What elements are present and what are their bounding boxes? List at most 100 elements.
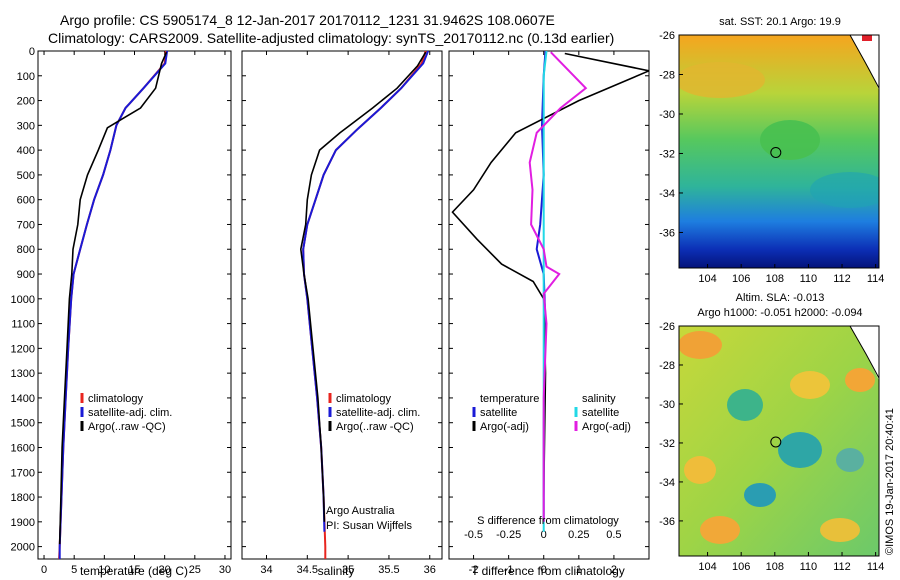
sla-map-frame	[678, 325, 880, 557]
depth-tick-label: 600	[17, 195, 35, 207]
salinity-series	[299, 51, 430, 559]
lon-tick-label: 110	[800, 561, 818, 573]
legend-label: satellite	[582, 407, 619, 419]
temperature-legend: climatology satellite-adj. clim. Argo(..ra…	[80, 393, 172, 433]
x-tick-label: 35.5	[378, 564, 399, 576]
legend-label: Argo(..raw -QC)	[88, 421, 166, 433]
salinity-panel-frame	[241, 50, 443, 560]
x-tick-label: 0	[41, 564, 47, 576]
sla-high-3	[845, 368, 875, 392]
temperature-panel-frame	[37, 50, 232, 560]
depth-tick-label: 1300	[11, 368, 35, 380]
lon-tick-label: 108	[766, 561, 784, 573]
imos-timestamp: ©IMOS 19-Jan-2017 20:40:41	[884, 408, 896, 555]
series-line	[58, 51, 168, 545]
x-tick-label: 30	[219, 564, 231, 576]
depth-tick-label: 500	[17, 170, 35, 182]
salinity-panel: 34 34.5 35 35.5 36 climatology satellite-adj.…	[241, 50, 443, 578]
x-tick-label: -1	[504, 564, 514, 576]
depth-tick-label: 900	[17, 269, 35, 281]
s-difference-ticks: -0.5 -0.25 0 0.25 0.5	[464, 529, 621, 541]
lon-tick-label: 114	[867, 273, 885, 285]
depth-tick-label: 1600	[11, 442, 35, 454]
sla-low-4	[836, 448, 864, 472]
sst-land	[850, 35, 879, 90]
s-diff-tick-label: 0.5	[606, 529, 621, 541]
difference-legend: temperature satellite Argo(-adj) salinity sa…	[472, 393, 631, 433]
s-difference-label: S difference from climatology	[477, 515, 619, 527]
s-diff-tick-label: -0.25	[496, 529, 521, 541]
sla-map: Altim. SLA: -0.013 Argo h1000: -0.051 h2…	[659, 292, 884, 573]
x-tick-label: 34.5	[297, 564, 318, 576]
t-difference-xlabel: T difference from climatology	[471, 564, 625, 578]
series-line	[58, 51, 167, 559]
lon-tick-label: 114	[867, 561, 885, 573]
x-tick-label: 2	[611, 564, 617, 576]
sst-lon-ticks: 104 106 108 110 112 114	[698, 264, 884, 285]
annotation-line2: PI: Susan Wijffels	[326, 520, 412, 532]
x-tick-label: 25	[189, 564, 201, 576]
lat-tick-label: -36	[659, 227, 675, 239]
lat-tick-label: -26	[659, 30, 675, 42]
legend-label: satellite	[480, 407, 517, 419]
difference-panel-frame	[448, 50, 650, 560]
x-tick-label: 34	[260, 564, 272, 576]
depth-axis-ticks: 0 100 200 300 400 500 600 700 800 900 1000 1100 1200…	[11, 46, 231, 554]
depth-tick-label: 100	[17, 71, 35, 83]
difference-series	[451, 51, 649, 532]
legend-group-title: salinity	[582, 393, 616, 405]
x-tick-label: 5	[71, 564, 77, 576]
series-line	[528, 51, 588, 522]
legend-label: Argo(-adj)	[480, 421, 529, 433]
temperature-xlabel: temperature (deg C)	[80, 564, 188, 578]
depth-tick-label: 1500	[11, 418, 35, 430]
series-line	[58, 51, 169, 559]
sst-hot-pixel	[862, 35, 872, 41]
sla-low-3	[744, 483, 776, 507]
difference-depth-ticks	[449, 50, 649, 548]
lat-tick-label: -30	[659, 399, 675, 411]
sst-map-frame	[678, 34, 880, 269]
temperature-axis-ticks: 0 5 10 15 20 25 30	[41, 51, 231, 576]
depth-tick-label: 1900	[11, 517, 35, 529]
t-difference-ticks: -2 -1 0 1 2	[469, 51, 617, 576]
sst-coastline	[849, 35, 879, 89]
lat-tick-label: -32	[659, 438, 675, 450]
depth-tick-label: 1400	[11, 393, 35, 405]
legend-group-title: temperature	[480, 393, 539, 405]
legend-label: Argo(..raw -QC)	[336, 421, 414, 433]
lon-tick-label: 104	[698, 561, 716, 573]
x-tick-label: 20	[159, 564, 171, 576]
difference-panel: -2 -1 0 1 2 -0.5 -0.25 0 0.25 0.5 temperature sat…	[448, 50, 650, 578]
legend-label: satellite-adj. clim.	[88, 407, 172, 419]
depth-tick-label: 2000	[11, 542, 35, 554]
series-line	[299, 51, 427, 522]
sst-warm-patch	[679, 62, 765, 98]
figure-title-line2: Climatology: CARS2009. Satellite-adjuste…	[48, 30, 614, 46]
figure-title-line1: Argo profile: CS 5905174_8 12-Jan-2017 2…	[60, 12, 555, 28]
lon-tick-label: 110	[800, 273, 818, 285]
sst-cool-patch	[810, 172, 879, 208]
depth-tick-label: 300	[17, 120, 35, 132]
sla-high-5	[700, 516, 740, 544]
salinity-axis-ticks: 34 34.5 35 35.5 36	[260, 51, 436, 576]
lat-tick-label: -32	[659, 148, 675, 160]
legend-label: climatology	[336, 393, 392, 405]
lat-tick-label: -34	[659, 188, 675, 200]
lon-tick-label: 106	[732, 273, 750, 285]
lat-tick-label: -36	[659, 516, 675, 528]
depth-tick-label: 800	[17, 244, 35, 256]
sla-high-1	[679, 331, 722, 359]
legend-label: Argo(-adj)	[582, 421, 631, 433]
lat-tick-label: -28	[659, 69, 675, 81]
depth-tick-label: 0	[29, 46, 35, 58]
argo-location-marker-sla	[770, 436, 782, 448]
sla-low-2	[778, 432, 822, 468]
lon-tick-label: 108	[766, 273, 784, 285]
x-tick-label: 36	[424, 564, 436, 576]
sla-high-6	[820, 518, 860, 542]
x-tick-label: 0	[541, 564, 547, 576]
x-tick-label: 15	[128, 564, 140, 576]
sla-lat-ticks: -26 -28 -30 -32 -34 -36	[659, 321, 683, 528]
